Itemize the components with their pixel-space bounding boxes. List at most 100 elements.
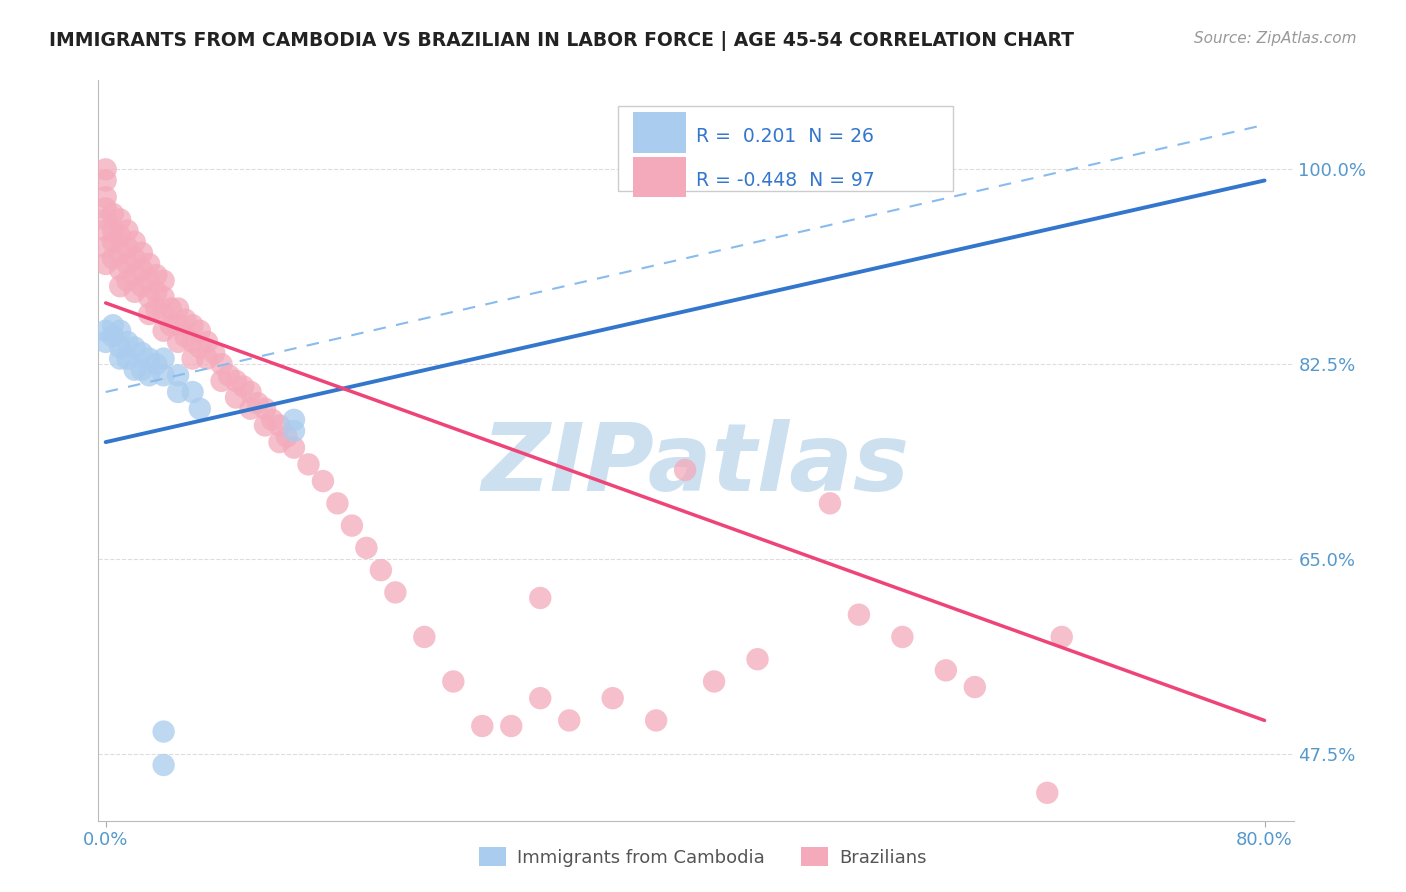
Point [152,274,174,288]
Text: R = -0.448  N = 97: R = -0.448 N = 97 [696,171,875,190]
Point [138,351,160,366]
Text: R =  0.201  N = 26: R = 0.201 N = 26 [696,127,875,146]
Point [167,368,190,383]
Point [131,262,153,277]
Point [108,212,131,227]
Point [131,279,153,293]
Point [211,357,233,371]
Point [188,401,211,416]
Point [167,384,190,399]
Point [101,329,124,343]
Point [108,245,131,260]
Point [94,212,117,227]
Point [441,674,464,689]
Point [94,162,117,177]
Point [297,458,319,472]
Point [101,235,124,249]
Point [326,496,349,510]
Point [138,307,160,321]
Point [117,351,139,366]
Point [963,680,986,694]
Point [138,368,160,383]
Point [356,541,378,555]
Point [131,245,153,260]
Text: Source: ZipAtlas.com: Source: ZipAtlas.com [1194,31,1357,46]
Point [558,714,581,728]
Point [124,235,146,249]
Point [131,363,153,377]
Point [703,674,725,689]
Legend: Immigrants from Cambodia, Brazilians: Immigrants from Cambodia, Brazilians [472,840,934,874]
Point [108,279,131,293]
Point [283,413,305,427]
Point [124,252,146,266]
FancyBboxPatch shape [633,156,686,197]
Point [239,401,262,416]
Point [188,341,211,355]
Text: IMMIGRANTS FROM CAMBODIA VS BRAZILIAN IN LABOR FORCE | AGE 45-54 CORRELATION CHA: IMMIGRANTS FROM CAMBODIA VS BRAZILIAN IN… [49,31,1074,51]
Point [188,324,211,338]
Point [167,318,190,333]
Point [101,207,124,221]
Point [384,585,406,599]
FancyBboxPatch shape [619,106,953,191]
Point [124,285,146,299]
Point [181,351,204,366]
Point [202,346,225,360]
Point [340,518,363,533]
Point [138,274,160,288]
Point [167,334,190,349]
Point [145,301,167,316]
Point [108,324,131,338]
Point [413,630,436,644]
Point [94,190,117,204]
Point [246,396,269,410]
Point [94,202,117,216]
Point [160,301,183,316]
Point [225,374,247,388]
Point [124,363,146,377]
Point [117,274,139,288]
Point [253,401,276,416]
Point [935,664,957,678]
Text: ZIPatlas: ZIPatlas [482,419,910,511]
Point [269,435,291,450]
Point [152,368,174,383]
Point [283,424,305,438]
Point [152,351,174,366]
FancyBboxPatch shape [633,112,686,153]
Point [152,724,174,739]
Point [1050,630,1073,644]
Point [94,240,117,254]
Point [101,252,124,266]
Point [195,351,218,366]
Point [529,691,551,706]
Point [673,463,696,477]
Point [747,652,769,666]
Point [195,334,218,349]
Point [602,691,624,706]
Point [232,379,254,393]
Point [108,229,131,244]
Point [117,240,139,254]
Point [239,384,262,399]
Point [645,714,668,728]
Point [145,268,167,282]
Point [145,285,167,299]
Point [262,413,284,427]
Point [124,341,146,355]
Point [283,441,305,455]
Point [174,329,197,343]
Point [108,341,131,355]
Point [471,719,494,733]
Point [160,318,183,333]
Point [891,630,914,644]
Point [181,318,204,333]
Point [94,334,117,349]
Point [174,312,197,326]
Point [138,257,160,271]
Point [181,334,204,349]
Point [145,357,167,371]
Point [167,301,190,316]
Point [181,384,204,399]
